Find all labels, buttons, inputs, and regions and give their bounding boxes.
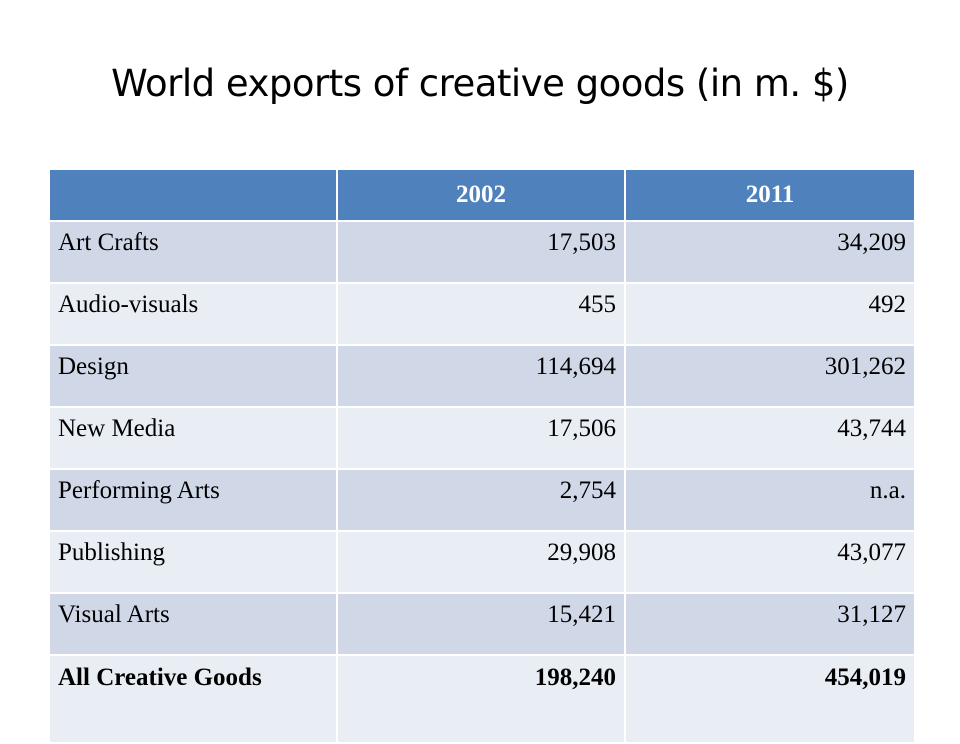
value-2002: 455 <box>336 282 626 346</box>
row-label: Art Crafts <box>48 220 338 284</box>
table-row: Publishing 29,908 43,077 <box>48 530 916 594</box>
value-2011: 301,262 <box>624 344 916 408</box>
total-2002: 198,240 <box>336 654 626 744</box>
value-2002: 17,506 <box>336 406 626 470</box>
row-label: Performing Arts <box>48 468 338 532</box>
value-2002: 15,421 <box>336 592 626 656</box>
table-row: New Media 17,506 43,744 <box>48 406 916 470</box>
table-row: Visual Arts 15,421 31,127 <box>48 592 916 656</box>
row-label: Publishing <box>48 530 338 594</box>
row-label: Audio-visuals <box>48 282 338 346</box>
total-label: All Creative Goods <box>48 654 338 744</box>
slide: { "title": "World exports of creative go… <box>48 62 916 744</box>
value-2002: 17,503 <box>336 220 626 284</box>
table-row: Art Crafts 17,503 34,209 <box>48 220 916 284</box>
table-total-row: All Creative Goods 198,240 454,019 <box>48 654 916 744</box>
table-header-row: 2002 2011 <box>48 168 916 222</box>
slide-title: World exports of creative goods (in m. $… <box>111 62 849 105</box>
value-2011: n.a. <box>624 468 916 532</box>
row-label: Visual Arts <box>48 592 338 656</box>
value-2011: 43,077 <box>624 530 916 594</box>
value-2002: 114,694 <box>336 344 626 408</box>
value-2011: 31,127 <box>624 592 916 656</box>
value-2002: 29,908 <box>336 530 626 594</box>
exports-table: 2002 2011 Art Crafts 17,503 34,209 Audio… <box>48 168 916 744</box>
header-cell-2002: 2002 <box>336 168 626 222</box>
header-cell-2011: 2011 <box>624 168 916 222</box>
table-row: Audio-visuals 455 492 <box>48 282 916 346</box>
value-2011: 492 <box>624 282 916 346</box>
table-row: Performing Arts 2,754 n.a. <box>48 468 916 532</box>
value-2002: 2,754 <box>336 468 626 532</box>
value-2011: 34,209 <box>624 220 916 284</box>
row-label: Design <box>48 344 338 408</box>
value-2011: 43,744 <box>624 406 916 470</box>
total-2011: 454,019 <box>624 654 916 744</box>
header-cell-category <box>48 168 338 222</box>
table-row: Design 114,694 301,262 <box>48 344 916 408</box>
row-label: New Media <box>48 406 338 470</box>
